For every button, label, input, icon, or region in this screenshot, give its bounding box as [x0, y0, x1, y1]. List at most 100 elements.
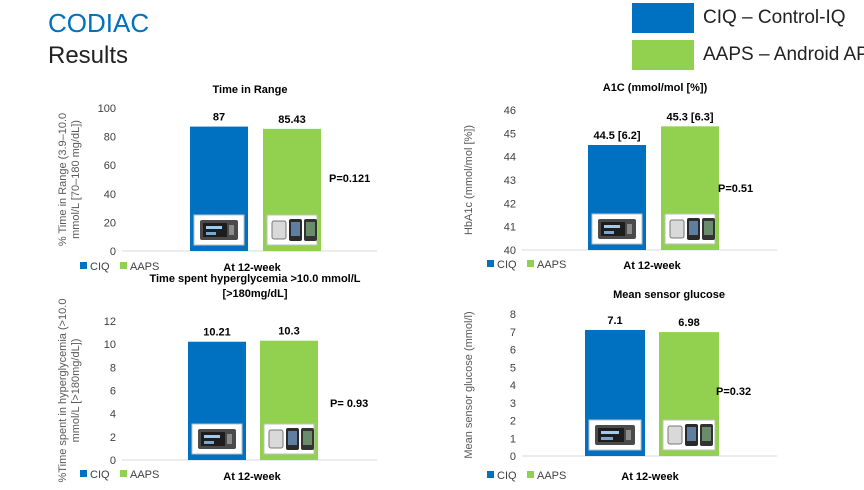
- legend-swatch-ciq: [487, 260, 494, 267]
- device-image-ciq-pump-line2: [204, 441, 214, 444]
- y-tick-label: 43: [504, 175, 516, 187]
- device-image-aaps: [664, 213, 716, 245]
- data-label-aaps: 10.3: [278, 326, 299, 338]
- y-tick-label: 12: [104, 316, 116, 328]
- y-tick-label: 4: [110, 409, 116, 421]
- y-tick-label: 40: [104, 189, 116, 201]
- legend-label-ciq: CIQ: [497, 259, 517, 271]
- legend-label-ciq: CIQ – Control-IQ: [703, 7, 846, 28]
- device-image-ciq-pump-button: [627, 224, 632, 234]
- chart-hyperglycemia: Time spent hyperglycemia >10.0 mmol/L [>1…: [0, 0, 430, 483]
- device-image-aaps-phone-screen-a: [689, 221, 698, 235]
- y-axis-label: % Time in Range (3.9–10.0mmol/L [70–180 …: [57, 113, 82, 246]
- y-tick-label: 0: [510, 451, 516, 463]
- y-axis-label: HbA1c (mmol/mol [%]): [463, 125, 475, 235]
- y-tick-label: 6: [510, 345, 516, 357]
- legend-swatch-aaps: [527, 471, 534, 478]
- legend-label-aaps: AAPS: [130, 261, 159, 273]
- chart-title: A1C (mmol/mol [%]): [603, 82, 708, 94]
- y-tick-label: 46: [504, 105, 516, 117]
- device-image-aaps-phone-screen-b: [303, 431, 312, 445]
- legend-label-aaps: AAPS: [537, 259, 566, 271]
- y-tick-label: 1: [510, 433, 516, 445]
- device-image-aaps: [662, 419, 716, 451]
- y-axis-label: Mean sensor glucose (mmol/l): [463, 311, 475, 458]
- chart-a1c-svg: A1C (mmol/mol [%]) 40 41 42 43 44 45 46 HbA1c (m…: [463, 82, 777, 272]
- device-image-aaps-pod: [268, 429, 284, 449]
- device-image-aaps: [263, 423, 315, 455]
- y-tick-label: 5: [510, 362, 516, 374]
- y-tick-label: 60: [104, 160, 116, 172]
- chart-mean-sensor-glucose: Mean sensor glucose 0 1 2 3 4 5 6 7 8 Mean sensor …: [432, 0, 862, 483]
- y-axis-label: %Time spent in hyperglycemia (>10.0mmol/…: [57, 299, 82, 483]
- device-image-aaps-pod: [271, 220, 287, 240]
- y-tick-label: 3: [510, 398, 516, 410]
- y-axis-label-line: Mean sensor glucose (mmol/l): [463, 311, 475, 458]
- legend-label-ciq: CIQ: [497, 470, 517, 482]
- y-tick-label: 42: [504, 198, 516, 210]
- chart-title: Time spent hyperglycemia >10.0 mmol/L [>1…: [149, 273, 360, 300]
- y-tick-label: 2: [510, 416, 516, 428]
- legend-swatch-ciq: [487, 471, 494, 478]
- y-tick-label: 45: [504, 128, 516, 140]
- chart-title: Mean sensor glucose: [613, 289, 725, 301]
- legend-swatch-aaps: [120, 262, 127, 269]
- legend-swatch-ciq: [80, 262, 87, 269]
- chart-title-line: Time spent hyperglycemia >10.0 mmol/L: [149, 273, 360, 285]
- x-axis-label: At 12-week: [223, 471, 281, 483]
- legend-swatch-ciq: [632, 3, 694, 33]
- y-axis-label-line: mmol/L [>180mg/dL]): [70, 339, 82, 443]
- data-label-aaps: 6.98: [678, 317, 699, 329]
- legend-label-aaps: AAPS: [537, 470, 566, 482]
- legend-swatch-aaps: [527, 260, 534, 267]
- data-label-aaps: 85.43: [278, 114, 306, 126]
- device-image-ciq-pump-button: [229, 225, 234, 235]
- x-axis-label: At 12-week: [623, 260, 681, 272]
- y-tick-label: 44: [504, 152, 516, 164]
- device-image-ciq-pump-line1: [604, 225, 620, 228]
- y-tick-label: 41: [504, 222, 516, 234]
- device-image-aaps-pod: [667, 425, 683, 445]
- device-image-aaps: [266, 214, 318, 246]
- chart-title-line: [>180mg/dL]: [222, 288, 287, 300]
- chart-time-in-range: Time in Range 0 20 40 60 80 100 % Time in Range…: [0, 0, 430, 274]
- device-image-ciq-pump-line1: [601, 431, 619, 434]
- y-tick-label: 4: [510, 380, 516, 392]
- device-image-ciq-pump-line1: [204, 435, 220, 438]
- x-axis-label: At 12-week: [621, 471, 679, 483]
- y-tick-label: 6: [110, 386, 116, 398]
- legend-label-ciq: CIQ: [90, 261, 110, 273]
- y-tick-label: 100: [98, 103, 116, 115]
- y-tick-label: 0: [110, 246, 116, 258]
- device-image-ciq-pump-button: [626, 430, 631, 440]
- legend-label-ciq: CIQ: [90, 469, 110, 481]
- x-axis-label: At 12-week: [223, 262, 281, 274]
- y-axis-label-line: % Time in Range (3.9–10.0: [57, 113, 69, 246]
- device-image-ciq-pump-button: [227, 434, 232, 444]
- legend-label-aaps: AAPS: [130, 469, 159, 481]
- chart-hyperglycemia-svg: Time spent hyperglycemia >10.0 mmol/L [>1…: [57, 273, 377, 483]
- device-image-ciq: [588, 419, 642, 451]
- device-image-aaps-pod: [669, 219, 685, 239]
- data-label-ciq: 7.1: [607, 315, 622, 327]
- y-axis-label-line: %Time spent in hyperglycemia (>10.0: [57, 299, 69, 483]
- p-value-annotation: P=0.32: [716, 386, 751, 398]
- y-tick-label: 80: [104, 132, 116, 144]
- legend-swatch-aaps: [632, 40, 694, 70]
- device-image-aaps-phone-screen-b: [702, 427, 711, 441]
- device-image-aaps-phone-screen-a: [291, 222, 300, 236]
- device-image-aaps-phone-screen-b: [704, 221, 713, 235]
- p-value-annotation: P= 0.93: [330, 398, 368, 410]
- legend-label-aaps: AAPS – Android APS: [703, 44, 864, 65]
- device-image-ciq: [191, 423, 243, 455]
- device-image-ciq-pump-line2: [601, 437, 613, 440]
- device-image-ciq-pump-line1: [206, 226, 222, 229]
- chart-time-in-range-svg: Time in Range 0 20 40 60 80 100 % Time in Range…: [57, 84, 377, 274]
- chart-mean-sensor-glucose-svg: Mean sensor glucose 0 1 2 3 4 5 6 7 8 Mean sensor …: [463, 289, 777, 483]
- data-label-ciq: 10.21: [203, 327, 231, 339]
- chart-title-line: Mean sensor glucose: [613, 289, 725, 301]
- device-image-ciq-pump-line2: [604, 231, 614, 234]
- slide-title: CODIAC: [48, 8, 150, 38]
- p-value-annotation: P=0.51: [718, 183, 753, 195]
- device-image-aaps-phone-screen-a: [687, 427, 696, 441]
